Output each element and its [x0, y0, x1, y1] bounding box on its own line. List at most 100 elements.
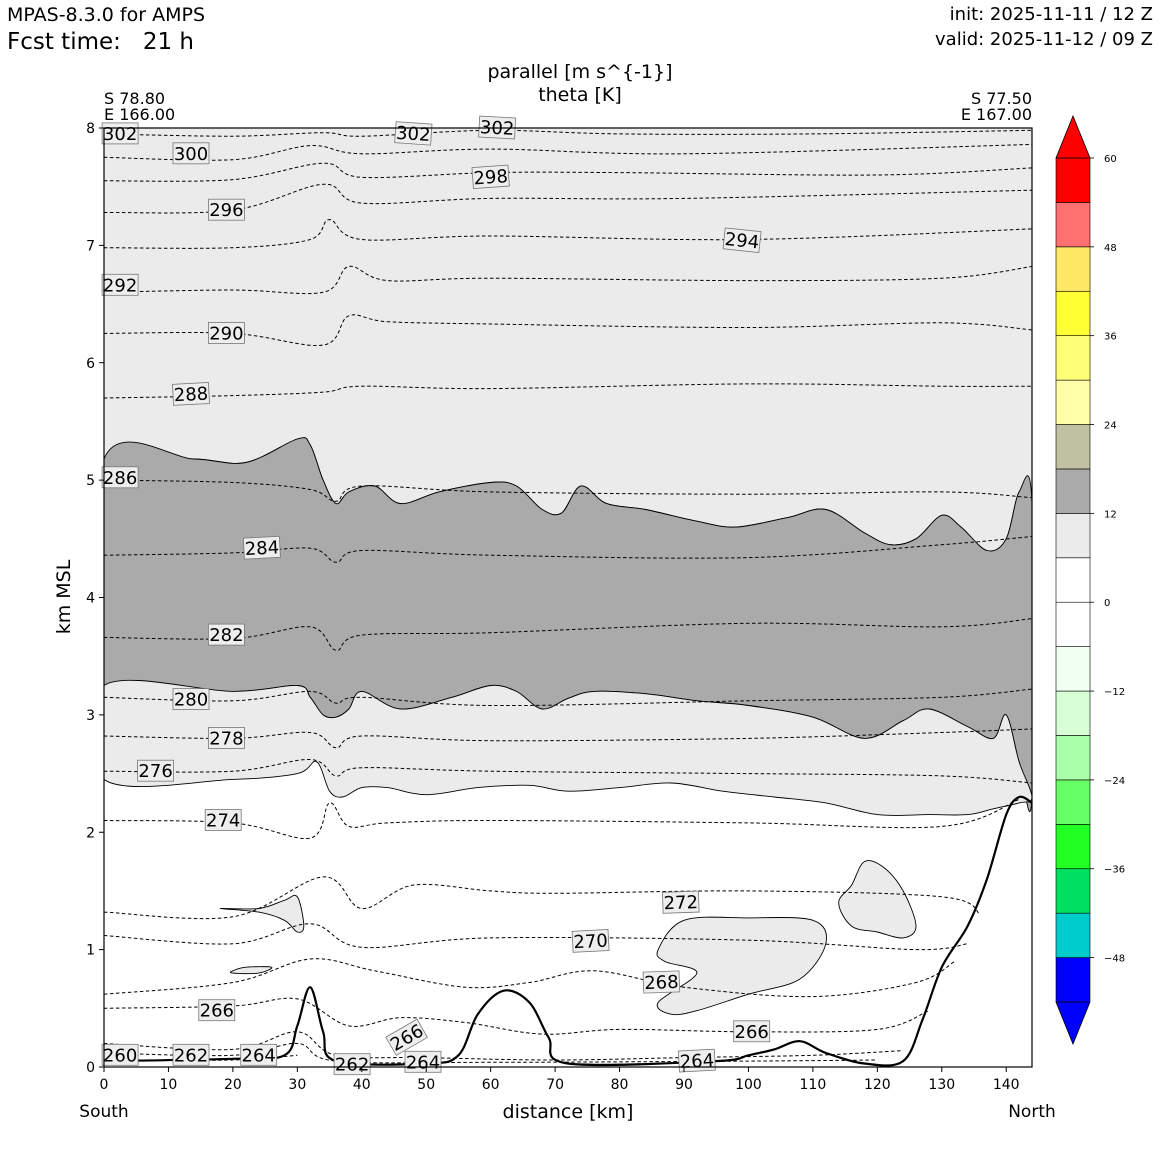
- theta-label-280: 280: [172, 688, 210, 711]
- theta-label-text: 262: [335, 1055, 369, 1076]
- theta-label-text: 284: [244, 537, 279, 560]
- colorbar-bin: [1055, 335, 1091, 381]
- theta-label-text: 282: [209, 625, 243, 646]
- x-tick-label: 120: [864, 1077, 891, 1093]
- colorbar-bin: [1055, 912, 1091, 958]
- colorbar-bin: [1055, 246, 1091, 292]
- colorbar-tick-label: 12: [1104, 509, 1117, 520]
- wind-regions: [104, 128, 1032, 1016]
- start-lon-label: E 166.00: [104, 105, 175, 124]
- start-lat-label: S 78.80: [104, 89, 165, 108]
- x-tick-label: 0: [100, 1077, 109, 1093]
- forecast-time: Fcst time: 21 h: [7, 29, 194, 55]
- x-tick-label: 70: [546, 1077, 564, 1093]
- theta-label-text: 276: [138, 761, 172, 782]
- end-lon-label: E 167.00: [961, 105, 1032, 124]
- x-tick-label: 140: [993, 1077, 1020, 1093]
- colorbar-tick-label: −36: [1104, 865, 1125, 876]
- y-tick-label: 2: [86, 825, 95, 841]
- theta-label-text: 294: [724, 229, 760, 253]
- theta-label-278: 278: [207, 727, 245, 749]
- theta-label-box: [571, 929, 610, 953]
- theta-label-text: 288: [173, 384, 208, 407]
- theta-label-text: 278: [209, 728, 243, 749]
- theta-label-text: 264: [242, 1045, 276, 1066]
- theta-line-302: [104, 129, 1032, 137]
- forecast-time-value: 21 h: [142, 29, 194, 55]
- theta-label-text: 296: [209, 200, 243, 221]
- theta-label-box: [198, 999, 236, 1022]
- theta-line-268: [104, 958, 955, 998]
- theta-label-box: [101, 1043, 139, 1066]
- colorbar-bin: [1055, 646, 1091, 692]
- theta-line-286: [104, 479, 1032, 502]
- theta-label-302: 302: [394, 121, 433, 146]
- y-tick-label: 6: [86, 356, 95, 372]
- colorbar-tick-label: 60: [1104, 154, 1117, 165]
- theta-label-270: 270: [571, 929, 610, 954]
- y-axis-ticks: 0 1 2 3 4 5 6 7 8: [86, 121, 104, 1076]
- theta-label-box: [207, 727, 245, 749]
- theta-label-286: 286: [101, 466, 139, 489]
- chart-title: parallel [m s^{-1}]: [487, 61, 672, 83]
- theta-label-298: 298: [471, 164, 510, 189]
- theta-label-box: [662, 890, 700, 914]
- wind-region-3: [104, 679, 1032, 816]
- theta-label-box: [722, 227, 762, 253]
- theta-line-292: [104, 265, 1032, 295]
- theta-label-box: [207, 198, 245, 221]
- colorbar-tick-label: 48: [1104, 243, 1117, 254]
- colorbar-bin: [1055, 468, 1091, 514]
- colorbar-tick-label: −48: [1104, 954, 1125, 965]
- x-axis-ticks: 0 10 20 30 40 50 60 70 80 90 100 110 120 130 140: [100, 1067, 1020, 1093]
- theta-label-282: 282: [207, 623, 245, 646]
- theta-label-292: 292: [101, 273, 139, 296]
- colorbar-bin: [1055, 601, 1091, 647]
- colorbar-tick-label: 36: [1104, 332, 1117, 343]
- y-tick-label: 5: [86, 473, 95, 489]
- theta-line-282: [104, 618, 1032, 651]
- theta-label-text: 290: [209, 323, 243, 344]
- terrain-line: [104, 795, 1032, 1067]
- wind-region-6: [219, 894, 305, 933]
- theta-label-text: 292: [103, 275, 137, 296]
- south-label: South: [79, 1102, 128, 1122]
- y-tick-label: 7: [86, 238, 95, 254]
- colorbar-bin: [1055, 557, 1091, 603]
- theta-label-box: [207, 623, 245, 646]
- theta-label-text: 280: [174, 690, 208, 711]
- theta-label-294: 294: [722, 227, 762, 253]
- chart-subtitle: theta [K]: [538, 84, 622, 106]
- theta-label-272: 272: [662, 890, 700, 914]
- x-tick-label: 80: [611, 1077, 629, 1093]
- theta-line-280: [104, 688, 1032, 707]
- y-tick-label: 8: [86, 121, 95, 137]
- theta-label-box: [642, 970, 681, 994]
- theta-label-262: 262: [172, 1043, 210, 1066]
- wind-region-7: [229, 966, 273, 975]
- theta-line-290: [104, 314, 1032, 347]
- theta-label-276: 276: [137, 759, 175, 782]
- theta-label-302: 302: [101, 122, 139, 145]
- theta-label-box: [333, 1053, 371, 1076]
- x-tick-label: 30: [288, 1077, 306, 1093]
- x-tick-label: 90: [675, 1077, 693, 1093]
- colorbar-bin: [1055, 690, 1091, 736]
- theta-label-text: 270: [573, 931, 608, 954]
- theta-label-box: [242, 535, 281, 560]
- theta-label-box: [172, 1043, 210, 1066]
- theta-label-284: 284: [242, 535, 281, 560]
- colorbar: 60 48 36 24 12 0 −12 −24 −36 −48: [1055, 114, 1125, 1046]
- y-tick-label: 4: [86, 591, 95, 607]
- theta-label-text: 264: [679, 1050, 714, 1073]
- theta-label-text: 260: [103, 1045, 137, 1066]
- forecast-time-label: Fcst time:: [7, 29, 121, 55]
- colorbar-extend-high: [1055, 114, 1091, 159]
- theta-label-296: 296: [207, 198, 245, 221]
- colorbar-tick-label: 24: [1104, 421, 1117, 432]
- x-tick-label: 10: [160, 1077, 178, 1093]
- colorbar-bin: [1055, 957, 1091, 1003]
- x-tick-label: 100: [735, 1077, 762, 1093]
- theta-label-box: [207, 321, 245, 344]
- theta-line-278: [104, 728, 1032, 749]
